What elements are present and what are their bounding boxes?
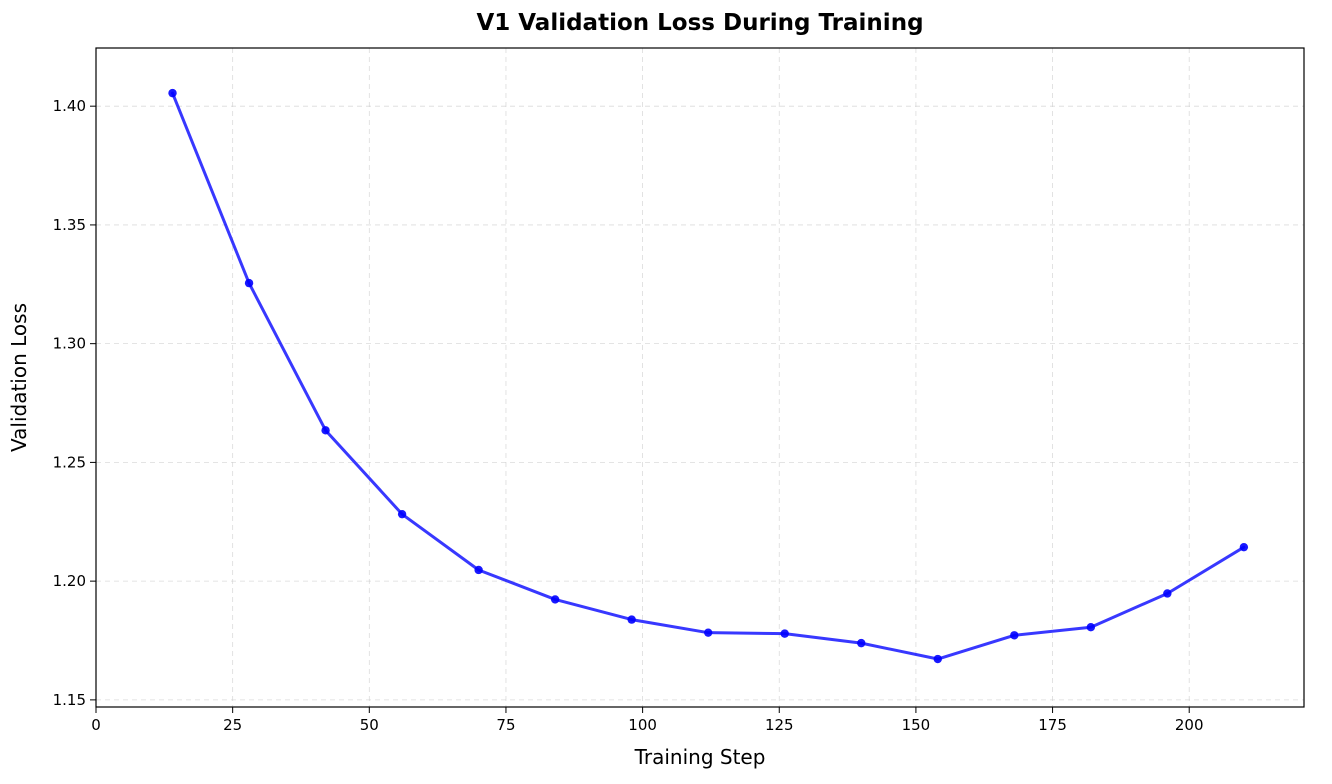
y-tick-label: 1.20: [53, 572, 86, 590]
x-tick-label: 75: [496, 716, 515, 734]
data-point: [397, 509, 407, 519]
y-tick-label: 1.25: [53, 453, 86, 471]
data-point: [1163, 589, 1172, 598]
y-axis-title: Validation Loss: [7, 303, 31, 452]
data-point: [933, 654, 942, 664]
y-tick-label: 1.30: [53, 335, 86, 353]
data-point: [1010, 631, 1019, 640]
data-point: [1086, 623, 1096, 632]
x-tick-label: 150: [902, 716, 931, 734]
x-axis-title: Training Step: [634, 745, 766, 769]
y-tick-label: 1.15: [53, 691, 86, 709]
data-point: [627, 615, 636, 624]
data-point: [168, 88, 177, 98]
x-tick-label: 200: [1175, 716, 1204, 734]
data-point: [321, 426, 330, 435]
y-axis: 1.15 1.20 1.25 1.30 1.35 1.40: [53, 97, 96, 709]
data-point: [474, 565, 483, 575]
x-tick-label: 100: [628, 716, 657, 734]
data-point: [244, 278, 254, 288]
x-tick-label: 50: [360, 716, 379, 734]
x-tick-label: 0: [91, 716, 101, 734]
x-axis: 0 25 50 75 100 125 150 175 200: [91, 707, 1204, 734]
data-point: [703, 628, 713, 637]
chart-title: V1 Validation Loss During Training: [476, 10, 923, 36]
grid-lines: [95, 48, 1304, 707]
x-tick-label: 175: [1038, 716, 1067, 734]
data-point: [780, 629, 789, 638]
x-tick-label: 125: [765, 716, 794, 734]
y-tick-label: 1.35: [53, 216, 86, 234]
plot-frame: [95, 47, 1305, 708]
data-point: [550, 595, 560, 604]
x-tick-label: 25: [223, 716, 242, 734]
data-point: [857, 638, 866, 648]
data-point: [1239, 542, 1249, 552]
data-points: [168, 88, 1249, 664]
y-tick-label: 1.40: [53, 97, 86, 115]
